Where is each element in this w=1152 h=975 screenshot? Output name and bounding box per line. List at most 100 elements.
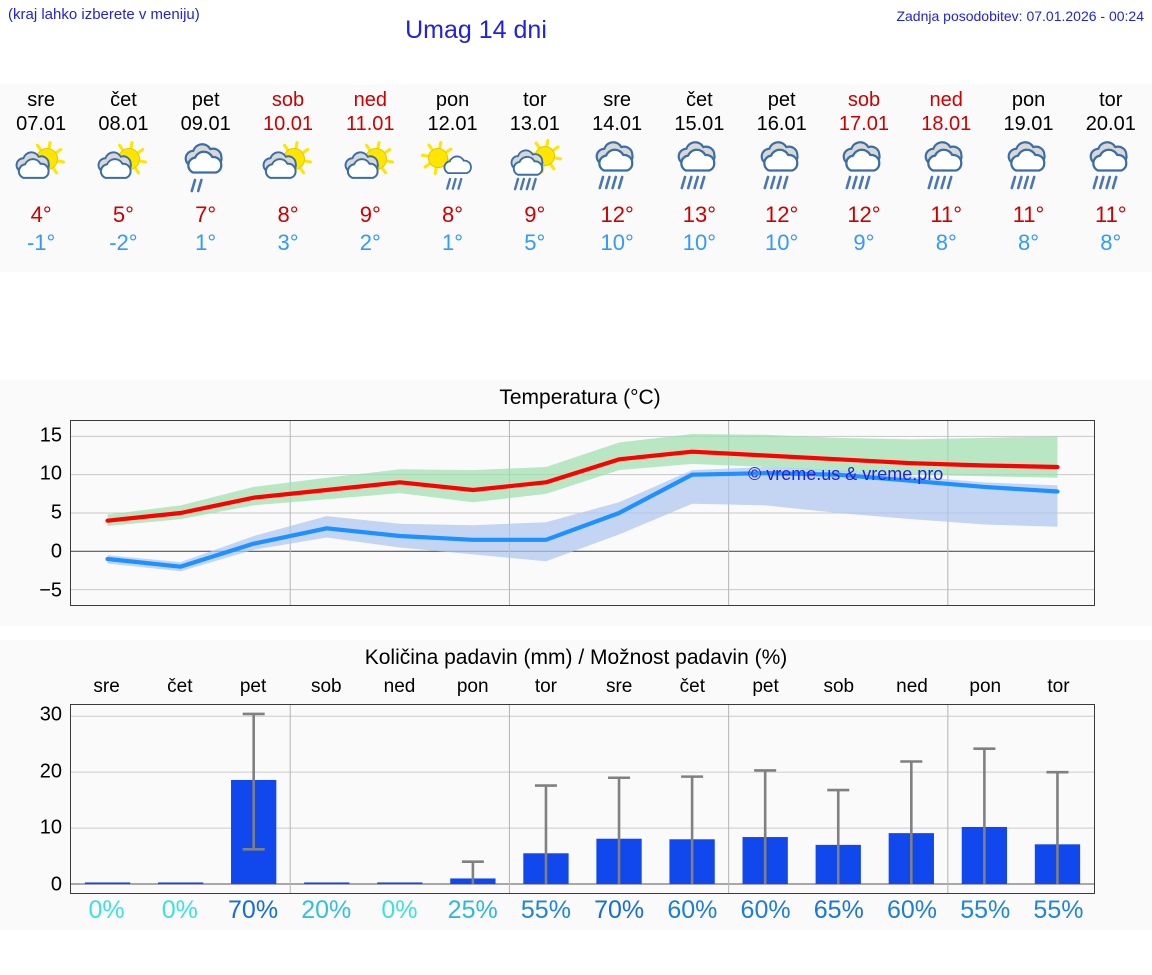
day-date: 08.01	[98, 113, 149, 135]
day-min-temperature: 5°	[524, 230, 546, 255]
precipitation-y-axis: 0 10 20 30	[0, 703, 62, 896]
day-max-temperature: 12°	[765, 202, 799, 227]
precipitation-day-label: tor	[534, 676, 558, 697]
precipitation-day-label: sob	[823, 676, 855, 697]
day-min-temperature: 8°	[1017, 230, 1040, 255]
partly-cloudy-icon	[336, 139, 404, 197]
precipitation-probability: 25%	[447, 896, 498, 924]
day-min-temperature: 2°	[359, 230, 381, 255]
temperature-chart-section: Temperatura (°C) −5 0 5 10 15	[0, 380, 1152, 626]
precipitation-day-label: pet	[239, 676, 267, 697]
day-min-temperature: 9°	[853, 230, 875, 255]
day-min-temperature: 10°	[600, 230, 634, 255]
day-column[interactable]: čet 15.01 13° 10°	[658, 84, 740, 272]
day-column[interactable]: pet 09.01 7° 1°	[165, 84, 247, 272]
day-name: pon	[1011, 89, 1046, 111]
precipitation-probability: 60%	[886, 896, 938, 924]
precipitation-probability-labels: 0% 0% 70% 20% 0% 25% 55% 70% 60% 60% 65% 60% 55% 55%	[70, 896, 1095, 930]
day-column[interactable]: tor 20.01 11° 8°	[1070, 84, 1152, 272]
day-max-temperature: 8°	[277, 202, 299, 227]
precipitation-probability: 20%	[301, 896, 352, 924]
rain-icon	[912, 139, 980, 197]
day-date: 07.01	[16, 113, 67, 135]
precipitation-probability: 55%	[520, 896, 571, 924]
day-name: čet	[686, 89, 713, 111]
precipitation-plot	[70, 704, 1095, 894]
day-date: 09.01	[180, 113, 231, 135]
day-column[interactable]: sob 17.01 12° 9°	[823, 84, 905, 272]
day-min-temperature: 8°	[1100, 230, 1122, 255]
day-column[interactable]: sre 14.01 12° 10°	[576, 84, 658, 272]
day-name: tor	[1099, 89, 1123, 111]
day-max-temperature: 13°	[682, 202, 717, 227]
temperature-y-axis: −5 0 5 10 15	[0, 420, 62, 606]
day-max-temperature: 11°	[1012, 202, 1045, 227]
day-min-temperature: -1°	[26, 230, 56, 255]
precipitation-day-label: tor	[1047, 676, 1070, 697]
day-name: čet	[110, 89, 137, 111]
precipitation-day-label: čet	[679, 676, 706, 697]
day-max-temperature: 8°	[442, 202, 464, 227]
light-rain-icon	[172, 139, 240, 197]
day-date: 16.01	[756, 113, 807, 135]
day-date: 11.01	[345, 113, 395, 135]
precipitation-day-labels: sre čet pet sob ned pon tor sre čet pet sob ned pon t…	[70, 676, 1095, 702]
day-column[interactable]: tor 13.01 9° 5°	[494, 84, 576, 272]
precipitation-probability: 70%	[594, 896, 645, 924]
day-min-temperature: 1°	[195, 230, 217, 255]
day-column[interactable]: pon 19.01 11° 8°	[987, 84, 1069, 272]
day-min-temperature: 1°	[442, 230, 464, 255]
last-updated-label: Zadnja posodobitev: 07.01.2026 - 00:24	[896, 8, 1144, 24]
day-name: pet	[191, 89, 220, 111]
daily-forecast-strip: sre 07.01 4° -1° čet 08.01 5° -2° pet 09.01 7° 1° so…	[0, 84, 1152, 272]
day-name: sob	[847, 89, 881, 111]
day-max-temperature: 9°	[524, 202, 546, 227]
day-date: 19.01	[1003, 113, 1054, 135]
day-column[interactable]: sob 10.01 8° 3°	[247, 84, 329, 272]
day-column[interactable]: ned 18.01 11° 8°	[905, 84, 987, 272]
precipitation-day-label: ned	[896, 676, 928, 697]
day-min-temperature: -2°	[109, 230, 138, 255]
precipitation-chart-section: Količina padavin (mm) / Možnost padavin …	[0, 640, 1152, 930]
day-column[interactable]: ned 11.01 9° 2°	[329, 84, 411, 272]
day-name: ned	[353, 89, 387, 111]
day-column[interactable]: pet 16.01 12° 10°	[741, 84, 823, 272]
precipitation-probability: 0%	[161, 896, 198, 924]
day-column[interactable]: sre 07.01 4° -1°	[0, 84, 82, 272]
rain-icon	[830, 139, 898, 197]
rain-icon	[1077, 139, 1145, 197]
y-axis-tick-label: 10	[39, 816, 62, 839]
precipitation-day-label: sre	[605, 676, 633, 697]
y-axis-tick-label: 15	[39, 424, 62, 446]
y-axis-tick-label: 10	[39, 462, 62, 485]
sun-rain-icon	[501, 139, 569, 197]
day-min-temperature: 8°	[935, 230, 957, 255]
day-max-temperature: 11°	[930, 202, 963, 227]
precipitation-day-label: sob	[310, 676, 342, 697]
y-axis-tick-label: 20	[39, 760, 62, 783]
precipitation-day-label: ned	[383, 676, 416, 697]
precipitation-probability: 65%	[813, 896, 864, 924]
rain-icon	[665, 139, 733, 197]
precipitation-day-label: pon	[969, 676, 1002, 697]
day-name: sre	[603, 89, 631, 111]
location-menu-hint[interactable]: (kraj lahko izberete v meniju)	[8, 6, 200, 23]
day-min-temperature: 10°	[765, 230, 799, 255]
precipitation-chart-title: Količina padavin (mm) / Možnost padavin …	[364, 646, 788, 669]
day-name: pet	[767, 89, 796, 111]
precipitation-day-label: pet	[752, 676, 779, 697]
watermark: © vreme.us & vreme.pro	[748, 464, 944, 484]
rain-icon	[583, 139, 651, 197]
partly-cloudy-icon	[89, 139, 157, 197]
day-max-temperature: 11°	[1094, 202, 1127, 227]
day-max-temperature: 12°	[847, 202, 881, 227]
precipitation-probability: 0%	[88, 896, 125, 924]
day-min-temperature: 10°	[682, 230, 717, 255]
day-column[interactable]: pon 12.01 8° 1°	[411, 84, 493, 272]
precipitation-probability: 70%	[228, 896, 279, 924]
rain-icon	[748, 139, 816, 197]
day-date: 18.01	[921, 113, 972, 135]
day-column[interactable]: čet 08.01 5° -2°	[82, 84, 164, 272]
y-axis-tick-label: 30	[39, 703, 62, 726]
day-max-temperature: 7°	[195, 202, 217, 227]
